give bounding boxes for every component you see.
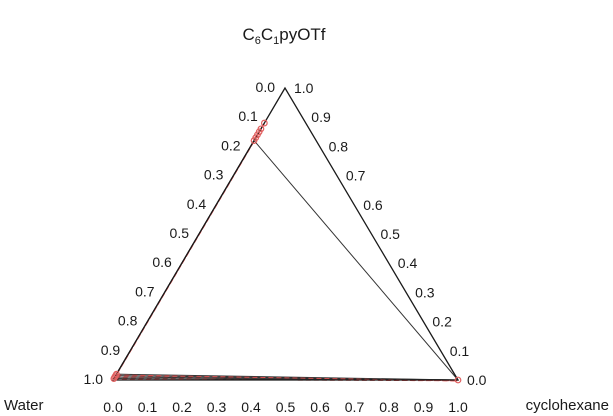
- left-tick-label: 0.2: [221, 137, 241, 153]
- right-tick-label: 0.2: [432, 314, 452, 330]
- left-tick-label: 0.3: [204, 167, 224, 183]
- right-tick-label: 0.0: [467, 372, 487, 388]
- bottom-tick-label: 0.5: [276, 399, 296, 415]
- left-tick-label: 0.6: [152, 254, 172, 270]
- left-tick-label: 1.0: [84, 371, 104, 387]
- bottom-tick-label: 0.8: [379, 399, 399, 415]
- data-points: [110, 119, 462, 384]
- right-tick-label: 0.1: [450, 343, 470, 359]
- tie-line-8: [116, 373, 459, 381]
- right-tick-label: 0.3: [415, 284, 435, 300]
- bottom-tick-label: 0.9: [414, 399, 434, 415]
- bottom-tick-label: 0.1: [138, 399, 158, 415]
- left-tick-label: 0.7: [135, 283, 155, 299]
- data-point: [110, 375, 118, 382]
- right-tick-label: 0.8: [329, 138, 349, 154]
- triangle-frame: [111, 86, 460, 381]
- right-tick-label: 0.4: [398, 255, 418, 271]
- right-tick-label: 0.5: [381, 226, 401, 242]
- data-point: [454, 376, 462, 384]
- tick-labels: 0.0 0.1 0.2 0.3 0.4 0.5 0.6 0.7 0.8 0.9 1.0 1.0 0.9 0…: [84, 79, 487, 415]
- data-point: [260, 119, 268, 127]
- right-tick-label: 1.0: [294, 80, 314, 96]
- bottom-left-apex-label: Water: [4, 397, 43, 414]
- bottom-tick-label: 0.2: [172, 399, 192, 415]
- bottom-tick-label: 0.3: [207, 399, 227, 415]
- right-tick-label: 0.6: [363, 197, 383, 213]
- top-apex-label: C6C1pyOTf: [242, 25, 325, 47]
- bottom-tick-label: 0.4: [241, 399, 261, 415]
- left-tick-label: 0.8: [118, 313, 138, 329]
- left-tick-label: 0.0: [256, 79, 276, 95]
- bottom-tick-label: 0.7: [345, 399, 365, 415]
- data-point: [257, 125, 265, 133]
- right-tick-label: 0.9: [311, 109, 331, 125]
- tie-lines: [112, 122, 460, 382]
- left-tick-label: 0.1: [238, 108, 258, 124]
- left-tick-label: 0.4: [187, 196, 207, 212]
- right-tick-label: 0.7: [346, 168, 366, 184]
- triangle-border: [111, 86, 460, 381]
- bottom-right-apex-label: cyclohexane: [526, 397, 609, 414]
- data-point: [250, 137, 258, 144]
- left-tick-label: 0.9: [101, 342, 121, 358]
- bottom-tick-label: 1.0: [448, 399, 468, 415]
- bottom-tick-label: 0.6: [310, 399, 330, 415]
- left-tick-label: 0.5: [170, 225, 190, 241]
- bottom-tick-label: 0.0: [103, 399, 123, 415]
